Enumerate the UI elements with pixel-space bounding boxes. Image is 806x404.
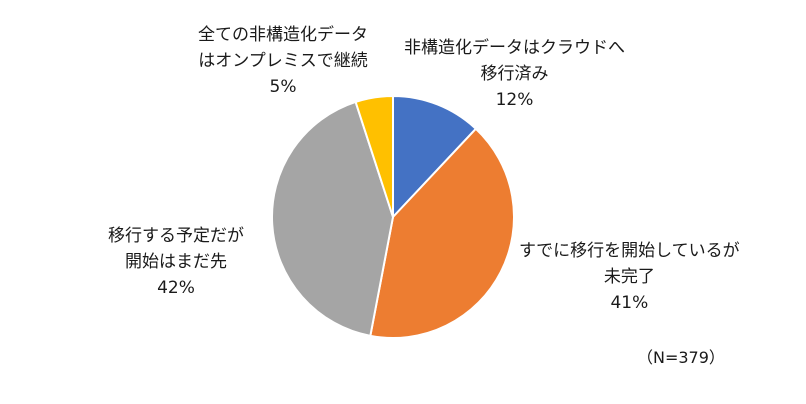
slice-label-on-premises: 全ての非構造化データ はオンプレミスで継続 5% — [198, 22, 368, 100]
slice-value-label: 42% — [157, 278, 195, 298]
slice-label-in-progress: すでに移行を開始しているが 未完了 41% — [519, 238, 740, 316]
pie-slices — [271, 95, 516, 339]
slice-value-label: 5% — [269, 77, 297, 97]
slice-label-line: はオンプレミスで継続 — [198, 51, 368, 71]
slice-label-line: 全ての非構造化データ — [198, 25, 368, 45]
slice-label-migrated: 非構造化データはクラウドへ 移行済み 12% — [404, 35, 625, 113]
sample-size-note: （N=379） — [637, 348, 725, 367]
slice-label-line: すでに移行を開始しているが — [519, 241, 740, 261]
slice-label-line: 移行済み — [480, 64, 549, 84]
slice-label-line: 移行する予定だが — [108, 226, 244, 246]
pie-slice-migrated — [392, 95, 477, 218]
slice-label-line: 非構造化データはクラウドへ — [404, 38, 625, 58]
slice-value-label: 12% — [495, 90, 534, 110]
slice-label-planned: 移行する予定だが 開始はまだ先 42% — [108, 223, 244, 301]
pie-slice-on-premises — [354, 95, 394, 218]
pie-slice-in-progress — [369, 127, 516, 339]
slice-label-line: 未完了 — [603, 267, 655, 287]
pie-slice-planned — [271, 100, 394, 337]
slice-value-label: 41% — [610, 293, 649, 313]
slice-label-line: 開始はまだ先 — [125, 252, 227, 272]
